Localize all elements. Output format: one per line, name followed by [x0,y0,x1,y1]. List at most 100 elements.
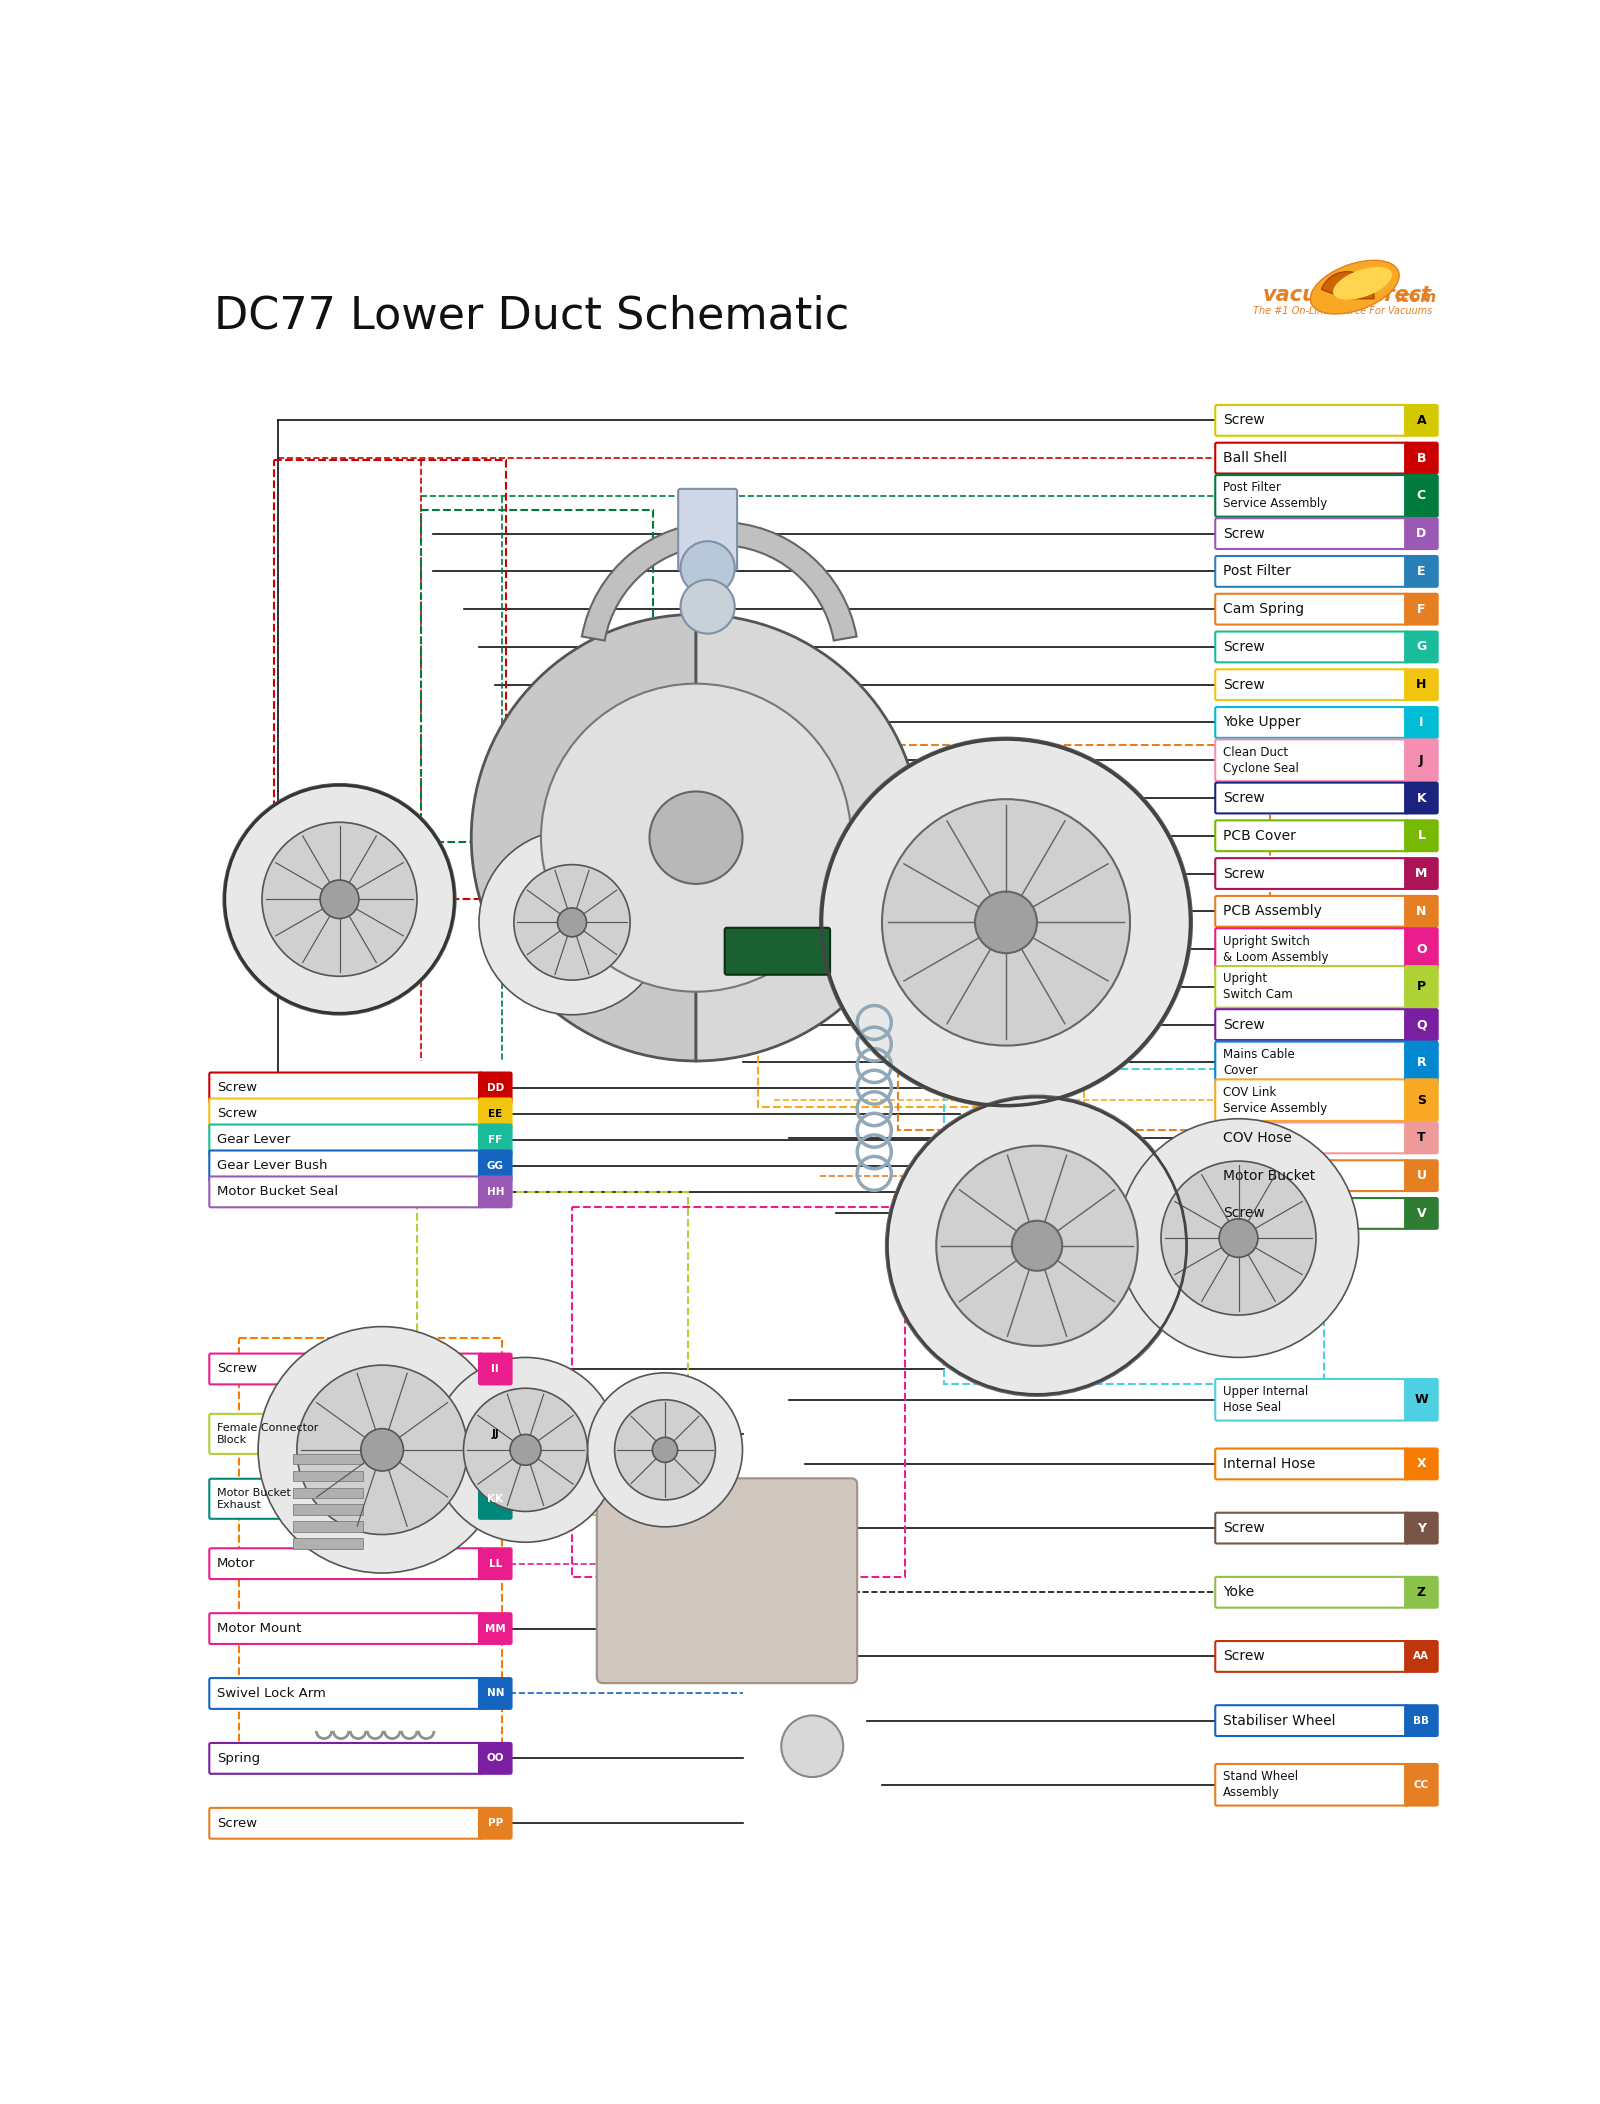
FancyBboxPatch shape [210,1679,482,1708]
Text: .com: .com [1395,290,1437,305]
FancyBboxPatch shape [210,1479,482,1519]
Text: M: M [1416,867,1427,879]
FancyBboxPatch shape [1405,555,1438,587]
FancyBboxPatch shape [478,1176,512,1208]
Text: Cam Spring: Cam Spring [1222,602,1304,616]
FancyBboxPatch shape [1216,1704,1408,1736]
Bar [758,852,1083,1107]
FancyBboxPatch shape [1405,1041,1438,1084]
Text: LL: LL [488,1559,502,1570]
FancyBboxPatch shape [1216,1124,1408,1153]
Text: E: E [1418,564,1426,579]
Text: Stand Wheel
Assembly: Stand Wheel Assembly [1222,1769,1298,1799]
FancyBboxPatch shape [1216,858,1408,888]
FancyBboxPatch shape [1216,555,1408,587]
Text: AA: AA [1413,1652,1429,1662]
Text: Screw: Screw [1222,526,1264,541]
Text: Motor: Motor [218,1557,256,1570]
Text: CC: CC [1414,1780,1429,1791]
FancyBboxPatch shape [1405,631,1438,663]
Text: L: L [1418,829,1426,842]
Text: J: J [1419,753,1424,766]
Text: GG: GG [486,1161,504,1172]
Circle shape [224,785,456,1014]
Circle shape [882,800,1130,1046]
Text: Screw: Screw [1222,1521,1264,1536]
FancyBboxPatch shape [1216,442,1408,473]
FancyBboxPatch shape [1216,1010,1408,1039]
FancyBboxPatch shape [1405,1197,1438,1229]
Text: BB: BB [1413,1715,1429,1725]
FancyBboxPatch shape [1216,1763,1408,1805]
FancyBboxPatch shape [1405,1448,1438,1479]
Text: D: D [1416,528,1427,541]
Text: Yoke Upper: Yoke Upper [1222,715,1301,730]
Text: KK: KK [488,1494,504,1504]
Circle shape [680,581,734,633]
FancyBboxPatch shape [1405,928,1438,970]
FancyBboxPatch shape [1405,821,1438,852]
Text: Ball Shell: Ball Shell [1222,450,1286,465]
Text: FF: FF [488,1134,502,1145]
FancyBboxPatch shape [1405,783,1438,814]
Wedge shape [696,614,920,1060]
Text: Motor Bucket
Exhaust: Motor Bucket Exhaust [218,1488,291,1511]
FancyBboxPatch shape [1405,404,1438,436]
Circle shape [320,879,358,919]
Circle shape [680,541,734,595]
Text: DC77 Lower Duct Schematic: DC77 Lower Duct Schematic [214,295,850,339]
FancyBboxPatch shape [1405,1763,1438,1805]
Text: X: X [1416,1458,1426,1471]
Circle shape [1011,1220,1062,1271]
Bar [573,1208,906,1576]
Circle shape [432,1357,619,1542]
Text: DD: DD [486,1084,504,1092]
Text: Motor Bucket Seal: Motor Bucket Seal [218,1185,338,1199]
FancyBboxPatch shape [478,1742,512,1774]
Bar [898,745,1269,1130]
Text: Z: Z [1418,1586,1426,1599]
Text: Clean Duct
Cyclone Seal: Clean Duct Cyclone Seal [1222,745,1299,774]
FancyBboxPatch shape [1216,1159,1408,1191]
Wedge shape [582,522,856,640]
Text: F: F [1418,602,1426,616]
FancyBboxPatch shape [1216,476,1408,518]
Bar [944,1069,1323,1384]
Text: Gear Lever: Gear Lever [218,1134,290,1147]
Text: Screw: Screw [1222,1206,1264,1220]
Text: W: W [1414,1393,1429,1405]
Text: T: T [1418,1132,1426,1145]
FancyBboxPatch shape [725,928,830,974]
FancyBboxPatch shape [210,1176,482,1208]
Text: G: G [1416,640,1427,654]
Text: MM: MM [485,1624,506,1633]
Text: Swivel Lock Arm: Swivel Lock Arm [218,1687,326,1700]
Text: N: N [1416,905,1427,917]
FancyBboxPatch shape [1216,1041,1408,1084]
FancyBboxPatch shape [1405,476,1438,518]
FancyBboxPatch shape [1405,1641,1438,1673]
FancyBboxPatch shape [210,1549,482,1580]
Text: Gear Lever Bush: Gear Lever Bush [218,1159,328,1172]
Circle shape [974,892,1037,953]
Text: A: A [1416,414,1426,427]
Text: Screw: Screw [1222,412,1264,427]
Circle shape [650,791,742,884]
FancyBboxPatch shape [210,1151,482,1180]
Bar [293,1538,363,1549]
FancyBboxPatch shape [210,1742,482,1774]
Circle shape [557,909,587,936]
FancyBboxPatch shape [1216,1197,1408,1229]
FancyBboxPatch shape [210,1073,482,1102]
FancyBboxPatch shape [1216,966,1408,1008]
Text: Post Filter
Service Assembly: Post Filter Service Assembly [1222,482,1328,511]
FancyBboxPatch shape [1405,739,1438,781]
Circle shape [819,739,1192,1107]
FancyBboxPatch shape [478,1098,512,1130]
Bar [293,1488,363,1498]
Bar [421,511,653,842]
Text: Post Filter: Post Filter [1222,564,1291,579]
FancyBboxPatch shape [1216,739,1408,781]
Text: PCB Assembly: PCB Assembly [1222,905,1322,917]
FancyBboxPatch shape [1216,1641,1408,1673]
